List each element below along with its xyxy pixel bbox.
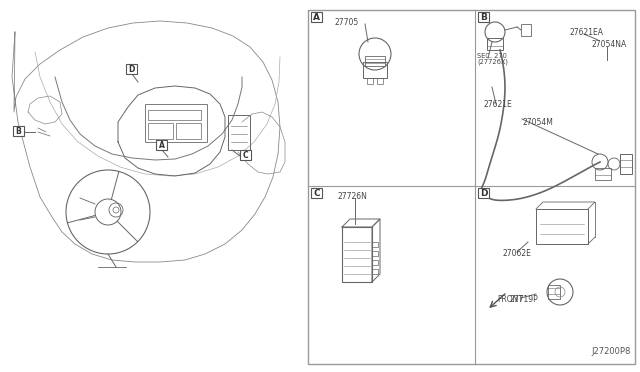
Bar xyxy=(536,209,588,244)
Bar xyxy=(13,126,24,136)
Bar xyxy=(240,150,251,160)
Text: D: D xyxy=(128,64,134,74)
Text: B: B xyxy=(15,126,21,135)
Bar xyxy=(367,78,373,84)
Text: J27200P8: J27200P8 xyxy=(591,347,631,356)
Bar xyxy=(311,12,322,22)
Text: SEC. 270: SEC. 270 xyxy=(477,53,507,59)
Bar xyxy=(478,12,489,22)
Bar xyxy=(311,188,322,198)
Bar xyxy=(372,260,378,265)
Text: C: C xyxy=(243,151,248,160)
Text: 27719P: 27719P xyxy=(510,295,539,305)
Bar xyxy=(126,64,137,74)
Text: FRONT: FRONT xyxy=(497,295,523,305)
Text: C: C xyxy=(313,189,320,198)
Bar xyxy=(363,62,387,78)
Bar xyxy=(521,24,531,36)
Bar xyxy=(365,56,385,66)
Bar xyxy=(156,140,167,150)
Bar xyxy=(228,115,250,150)
Bar xyxy=(176,123,201,139)
Text: 27621EA: 27621EA xyxy=(570,28,604,36)
Bar xyxy=(372,251,378,256)
Bar xyxy=(342,227,372,282)
Bar xyxy=(148,123,173,139)
Text: A: A xyxy=(159,141,164,150)
Text: 27054M: 27054M xyxy=(523,118,554,126)
Bar xyxy=(595,168,611,180)
Bar xyxy=(148,110,201,120)
Text: 27062E: 27062E xyxy=(503,250,532,259)
Text: 27054NA: 27054NA xyxy=(592,39,627,48)
Bar xyxy=(620,154,632,174)
Bar xyxy=(478,188,489,198)
Text: A: A xyxy=(313,13,320,22)
Bar xyxy=(372,242,378,247)
Bar xyxy=(377,78,383,84)
Text: 27705: 27705 xyxy=(335,17,359,26)
Text: 27726N: 27726N xyxy=(338,192,368,201)
Bar xyxy=(487,38,503,50)
Text: (27726X): (27726X) xyxy=(477,59,508,65)
Text: B: B xyxy=(480,13,487,22)
Bar xyxy=(308,10,635,364)
Text: D: D xyxy=(480,189,487,198)
Bar xyxy=(145,104,207,142)
Bar xyxy=(372,269,378,274)
Bar xyxy=(548,285,560,299)
Text: 27621E: 27621E xyxy=(484,99,513,109)
